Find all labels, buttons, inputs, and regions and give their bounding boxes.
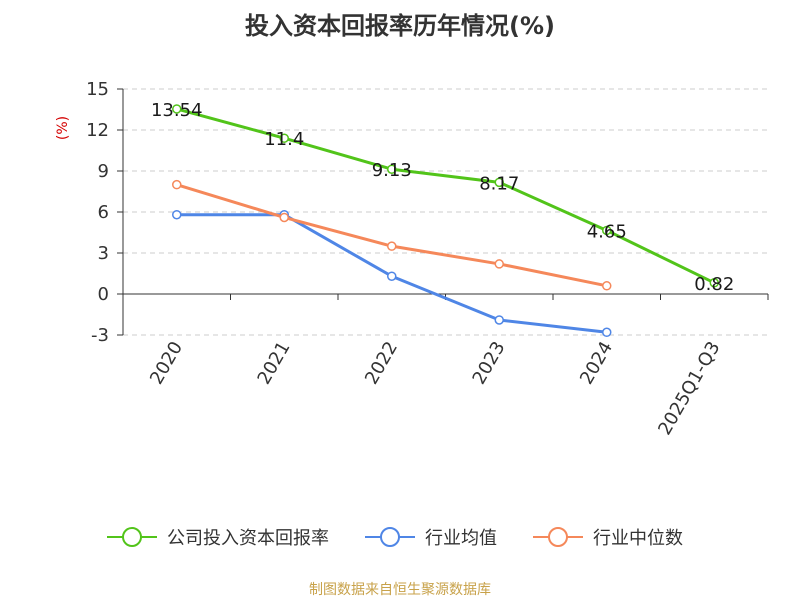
- series-1-point: [602, 225, 612, 236]
- data-label: 11.4: [264, 129, 304, 150]
- series-1-point: [279, 133, 289, 143]
- series-line-3: [175, 183, 609, 288]
- series-3-point: [387, 241, 397, 251]
- y-tick-label: 0: [98, 284, 109, 305]
- legend-item-3[interactable]: 行业中位数: [533, 527, 683, 549]
- legend-marker: [122, 527, 142, 547]
- series-3-point: [602, 281, 612, 291]
- y-tick-label: 15: [86, 79, 109, 100]
- series-2-point: [172, 209, 182, 220]
- data-label: 9.13: [372, 160, 412, 181]
- legend-label: 行业中位数: [593, 528, 683, 549]
- series-1-point: [387, 164, 397, 174]
- series-3-point: [279, 212, 289, 223]
- legend-marker: [548, 527, 568, 547]
- x-tick-label: 2024: [576, 338, 617, 388]
- legend[interactable]: 公司投入资本回报率 行业均值 行业中位数: [107, 527, 683, 549]
- legend-label: 行业均值: [425, 528, 497, 549]
- series-3-point: [172, 179, 182, 190]
- y-tick-label: 9: [98, 161, 109, 182]
- y-tick-label: 3: [98, 243, 109, 264]
- series-2-point: [602, 327, 612, 338]
- series-1-point: [172, 104, 182, 114]
- legend-item-1[interactable]: 公司投入资本回报率: [107, 527, 329, 549]
- x-tick-label: 2025Q1-Q3: [654, 338, 724, 439]
- data-label: 13.54: [151, 100, 203, 121]
- series-2-point: [494, 315, 504, 325]
- series-3-point: [494, 259, 504, 269]
- data-label: 0.82: [694, 274, 734, 295]
- y-axis-unit: (%): [55, 116, 71, 140]
- x-tick-label: 2022: [361, 338, 402, 388]
- x-tick-label: 2021: [253, 338, 294, 388]
- series-line-1: [175, 107, 716, 285]
- series-1-point: [494, 177, 504, 188]
- legend-label: 公司投入资本回报率: [167, 528, 329, 549]
- data-label: 4.65: [587, 221, 627, 242]
- series-2-point: [387, 271, 397, 281]
- source-note: 制图数据来自恒生聚源数据库: [309, 582, 491, 598]
- y-tick-label: 6: [98, 202, 109, 223]
- data-label-layer: 13.54 11.4 9.13 8.17 4.65 0.82: [151, 100, 734, 295]
- data-label: 8.17: [479, 173, 519, 194]
- chart-title: 投入资本回报率历年情况(%): [245, 12, 555, 40]
- x-tick-label: 2023: [468, 338, 509, 388]
- y-tick-label: -3: [91, 325, 109, 346]
- series-1-point: [709, 278, 719, 288]
- y-tick-label: 12: [86, 120, 109, 141]
- x-tick-label: 2020: [146, 338, 187, 388]
- legend-marker: [380, 527, 400, 547]
- legend-item-2[interactable]: 行业均值: [365, 527, 497, 549]
- series-layer: [172, 104, 719, 338]
